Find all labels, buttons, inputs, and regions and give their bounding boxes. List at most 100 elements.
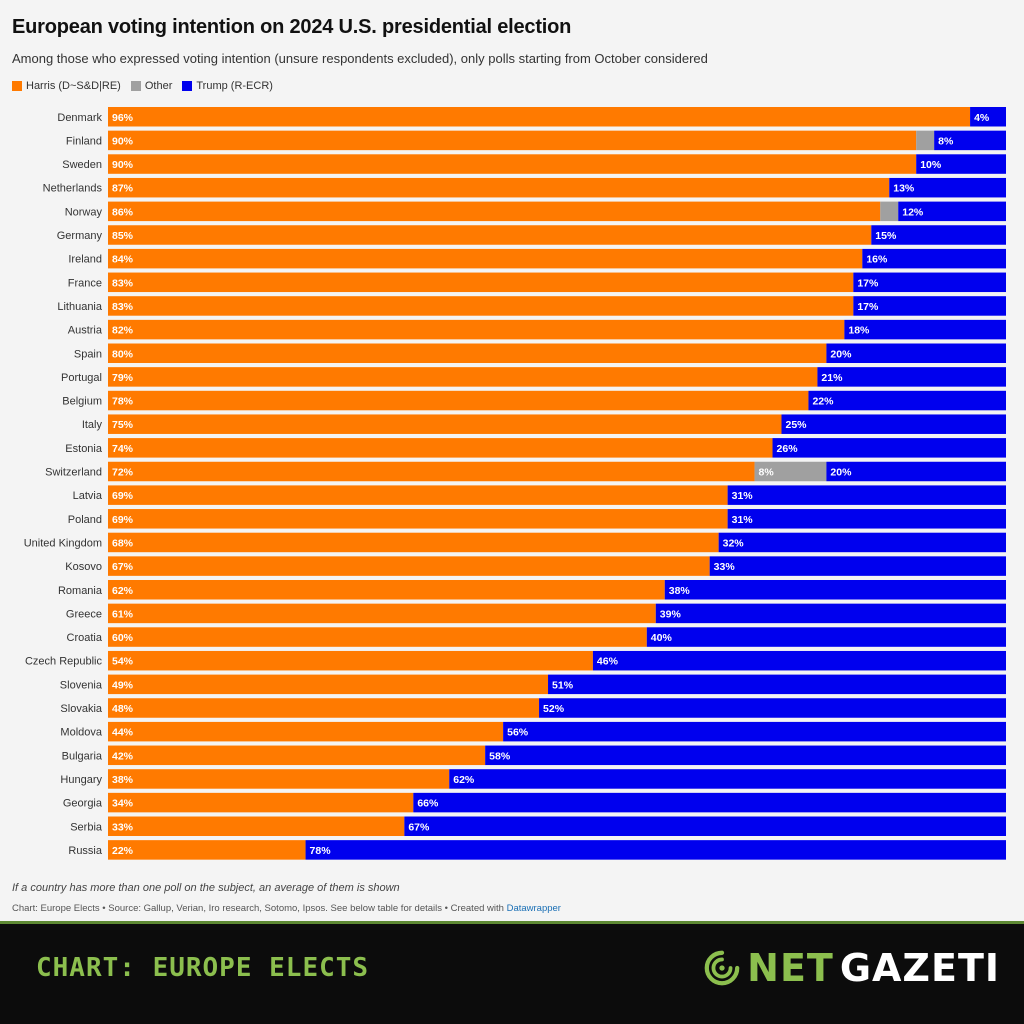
bar-harris-serbia [108, 816, 405, 836]
data-label-harris-czech-republic: 54% [112, 656, 134, 668]
data-label-harris-serbia: 33% [112, 821, 134, 833]
bar-other-norway [880, 201, 899, 222]
category-label-germany: Germany [57, 230, 103, 242]
bar-harris-belgium [108, 390, 809, 411]
bottom-banner: CHART: EUROPE ELECTS NET GAZETI [0, 924, 1024, 1024]
data-label-harris-germany: 85% [112, 230, 134, 242]
legend-label-trump: Trump (R-ECR) [196, 80, 273, 92]
data-label-harris-netherlands: 87% [112, 183, 134, 195]
category-label-kosovo: Kosovo [65, 561, 102, 573]
bar-other-switzerland [754, 461, 827, 482]
source-line: Chart: Europe Elects • Source: Gallup, V… [12, 903, 561, 914]
data-label-trump-georgia: 66% [417, 798, 439, 810]
category-label-belgium: Belgium [62, 396, 102, 408]
data-label-trump-germany: 15% [875, 230, 897, 242]
legend-label-other: Other [144, 80, 173, 92]
source-text: Chart: Europe Elects • Source: Gallup, V… [12, 903, 507, 914]
bar-trump-moldova [503, 721, 1006, 742]
legend-swatch-harris [12, 81, 22, 91]
data-label-trump-portugal: 21% [821, 372, 843, 384]
bar-trump-greece [655, 603, 1006, 624]
category-label-lithuania: Lithuania [57, 301, 103, 313]
bar-harris-poland [108, 509, 728, 529]
data-label-harris-united-kingdom: 68% [112, 537, 134, 549]
data-label-harris-hungary: 38% [112, 774, 134, 786]
bar-harris-switzerland [108, 461, 755, 482]
data-label-trump-denmark: 4% [974, 112, 990, 124]
bar-trump-netherlands [889, 177, 1006, 198]
legend-item-trump: Trump (R-ECR) [182, 80, 273, 92]
bar-harris-latvia [108, 485, 728, 505]
data-label-trump-netherlands: 13% [893, 183, 915, 195]
data-label-harris-georgia: 34% [112, 798, 134, 810]
category-label-czech-republic: Czech Republic [25, 656, 103, 668]
data-label-trump-austria: 18% [848, 325, 870, 337]
bar-trump-switzerland [826, 461, 1006, 482]
bar-harris-greece [108, 603, 656, 624]
data-label-trump-norway: 12% [902, 206, 924, 218]
bar-trump-italy [781, 414, 1006, 434]
category-label-austria: Austria [68, 325, 103, 337]
bar-trump-lithuania [853, 296, 1006, 316]
data-label-harris-slovakia: 48% [112, 703, 134, 715]
bar-trump-estonia [772, 438, 1006, 458]
data-label-trump-slovenia: 51% [552, 679, 574, 691]
bar-harris-united-kingdom [108, 532, 719, 553]
netgazeti-logo: NET GAZETI [703, 946, 1000, 990]
bar-trump-hungary [449, 769, 1006, 789]
bar-trump-latvia [727, 485, 1006, 505]
data-label-harris-switzerland: 72% [112, 467, 134, 479]
data-label-trump-greece: 39% [660, 608, 682, 620]
chart-footnote: If a country has more than one poll on t… [12, 882, 400, 894]
bar-trump-germany [871, 225, 1006, 245]
bar-trump-kosovo [709, 556, 1006, 576]
data-label-trump-italy: 25% [786, 419, 808, 431]
data-label-trump-finland: 8% [938, 135, 954, 147]
data-label-trump-sweden: 10% [920, 159, 942, 171]
data-label-harris-sweden: 90% [112, 159, 134, 171]
bar-trump-romania [664, 580, 1006, 600]
bar-harris-slovenia [108, 674, 549, 695]
category-label-serbia: Serbia [70, 821, 103, 833]
category-label-romania: Romania [58, 585, 103, 597]
data-label-harris-belgium: 78% [112, 396, 134, 408]
legend-item-harris: Harris (D~S&D|RE) [12, 80, 121, 92]
bar-harris-italy [108, 414, 782, 434]
bar-harris-estonia [108, 438, 773, 458]
bar-trump-croatia [646, 627, 1006, 647]
data-label-harris-poland: 69% [112, 514, 134, 526]
data-label-trump-france: 17% [857, 277, 879, 289]
category-label-georgia: Georgia [63, 798, 103, 810]
bar-trump-denmark [970, 107, 1006, 127]
bar-trump-sweden [916, 154, 1006, 174]
bar-harris-ireland [108, 248, 863, 269]
data-label-trump-poland: 31% [732, 514, 754, 526]
data-label-harris-slovenia: 49% [112, 679, 134, 691]
data-label-trump-switzerland: 20% [830, 467, 852, 479]
bar-trump-russia [305, 840, 1006, 860]
data-label-trump-belgium: 22% [812, 396, 834, 408]
spiral-icon [704, 950, 740, 986]
data-label-harris-lithuania: 83% [112, 301, 134, 313]
data-label-trump-croatia: 40% [651, 632, 673, 644]
divider-line [0, 921, 1024, 924]
data-label-trump-spain: 20% [830, 348, 852, 360]
data-label-trump-bulgaria: 58% [489, 750, 511, 762]
category-label-latvia: Latvia [73, 490, 103, 502]
category-label-finland: Finland [66, 135, 102, 147]
data-label-trump-moldova: 56% [507, 727, 529, 739]
category-label-estonia: Estonia [65, 443, 103, 455]
data-label-harris-spain: 80% [112, 348, 134, 360]
data-label-trump-united-kingdom: 32% [723, 537, 745, 549]
category-label-portugal: Portugal [61, 372, 102, 384]
category-label-slovakia: Slovakia [60, 703, 102, 715]
bar-harris-czech-republic [108, 650, 593, 671]
datawrapper-link[interactable]: Datawrapper [506, 903, 561, 914]
bar-harris-lithuania [108, 296, 854, 316]
legend-label-harris: Harris (D~S&D|RE) [26, 80, 121, 92]
bar-harris-france [108, 272, 854, 293]
data-label-trump-ireland: 16% [866, 254, 888, 266]
logo-text-net: NET [747, 946, 834, 990]
chart-area: European voting intention on 2024 U.S. p… [12, 16, 1007, 914]
data-label-harris-russia: 22% [112, 845, 134, 857]
